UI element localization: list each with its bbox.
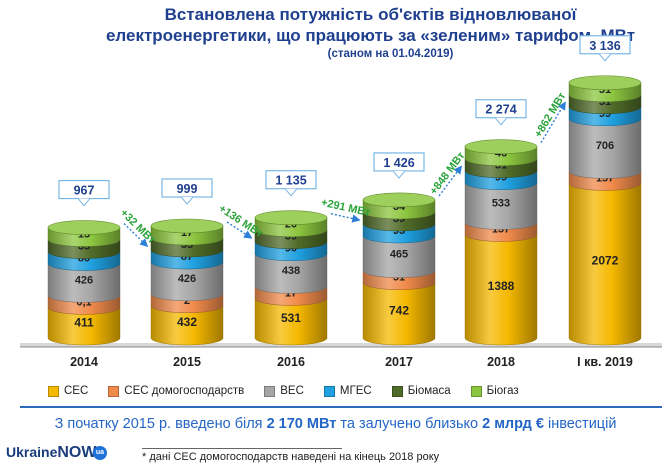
increment-arrow-0 [123, 223, 149, 248]
legend-swatch-2 [264, 385, 276, 397]
total-pointer-1 [180, 196, 194, 205]
chart-floor [20, 343, 662, 347]
note-prefix: З початку 2015 р. введено біля [54, 416, 267, 432]
chart-title: Встановлена потужність об'єктів відновлю… [105, 5, 636, 45]
total-pointer-0 [77, 198, 91, 207]
legend-label-4: Біомаса [407, 385, 451, 397]
increment-label-4: +862 МВт [532, 90, 568, 140]
data-label-2-5: 706 [596, 140, 614, 152]
total-label-3: 1 426 [383, 156, 414, 170]
increment-arrow-2 [330, 213, 361, 223]
increment-arrow-1 [226, 221, 253, 239]
divider-rule [20, 406, 662, 408]
bar-top-4 [464, 139, 538, 154]
data-label-2-1: 426 [178, 273, 196, 285]
total-pointer-4 [494, 117, 508, 126]
increment-label-3: +848 МВт [428, 149, 468, 197]
legend-label-2: ВЕС [280, 385, 304, 397]
total-pointer-2 [284, 188, 298, 197]
logo-text-now: NOW [57, 444, 97, 461]
total-label-0: 967 [74, 184, 95, 198]
legend-swatch-1 [108, 385, 120, 397]
legend-item-4: Біомаса [391, 385, 451, 397]
total-pointer-3 [392, 170, 406, 179]
footnote: * дані СЕС домогосподарств наведені на к… [142, 451, 440, 463]
total-label-2: 1 135 [275, 174, 306, 188]
legend-item-3: МГЕС [323, 385, 372, 397]
summary-note: З початку 2015 р. введено біля 2 170 МВт… [0, 416, 671, 432]
data-label-2-0: 426 [75, 274, 93, 286]
data-label-2-3: 465 [390, 248, 408, 260]
note-capacity: 2 170 МВт [266, 416, 337, 432]
legend-item-2: ВЕС [264, 385, 304, 397]
total-label-1: 999 [177, 182, 198, 196]
bar-top-1 [150, 218, 224, 234]
x-tick-label-0: 2014 [70, 355, 98, 369]
bar-top-3 [362, 192, 436, 208]
logo-text-ukraine: Ukraine [6, 444, 58, 460]
chart-header: Встановлена потужність об'єктів відновлю… [0, 4, 671, 62]
footnote-rule [142, 448, 342, 449]
data-label-0-1: 432 [177, 315, 197, 329]
legend-item-1: СЕС домогосподарств [108, 385, 244, 397]
total-label-4: 2 274 [485, 103, 516, 117]
x-tick-label-4: 2018 [487, 355, 515, 369]
note-middle: та залучено близько [336, 416, 483, 432]
stacked-cylinder-chart: 4110,14268035152014432242687351720155311… [20, 35, 662, 369]
x-tick-label-1: 2015 [173, 355, 201, 369]
note-suffix: інвестицій [547, 416, 617, 432]
logo-badge: ua [93, 446, 107, 460]
data-label-0-3: 742 [389, 303, 409, 317]
legend-label-5: Біогаз [486, 385, 519, 397]
data-label-0-0: 411 [74, 316, 94, 330]
legend-swatch-5 [470, 385, 482, 397]
note-investment: 2 млрд € [482, 416, 548, 432]
data-label-2-2: 438 [282, 265, 300, 277]
ukrainenow-logo: UkraineNOW ua [6, 444, 112, 470]
legend-item-0: СЕС [48, 385, 88, 397]
bar-top-2 [254, 210, 328, 226]
legend-swatch-4 [391, 385, 403, 397]
data-label-2-4: 533 [492, 198, 510, 210]
legend-item-5: Біогаз [470, 385, 519, 397]
chart-legend: СЕС СЕС домогосподарств ВЕС МГЕС Біомаса Біог… [48, 383, 658, 399]
data-label-0-5: 2072 [592, 254, 619, 268]
bar-top-0 [47, 220, 121, 235]
total-pointer-5 [598, 53, 612, 62]
legend-label-1: СЕС домогосподарств [124, 385, 245, 397]
legend-swatch-3 [323, 385, 335, 397]
data-label-0-4: 1388 [488, 279, 515, 293]
legend-swatch-0 [48, 385, 59, 397]
bar-top-5 [568, 75, 642, 91]
x-tick-label-2: 2016 [277, 355, 305, 369]
chart-subtitle: (станом на 01.04.2019) [327, 48, 454, 60]
data-label-0-2: 531 [281, 311, 301, 325]
legend-label-0: СЕС [64, 385, 89, 397]
x-tick-label-3: 2017 [385, 355, 413, 369]
x-tick-label-5: I кв. 2019 [577, 355, 633, 369]
legend-label-3: МГЕС [339, 385, 372, 397]
total-label-5: 3 136 [589, 39, 620, 53]
